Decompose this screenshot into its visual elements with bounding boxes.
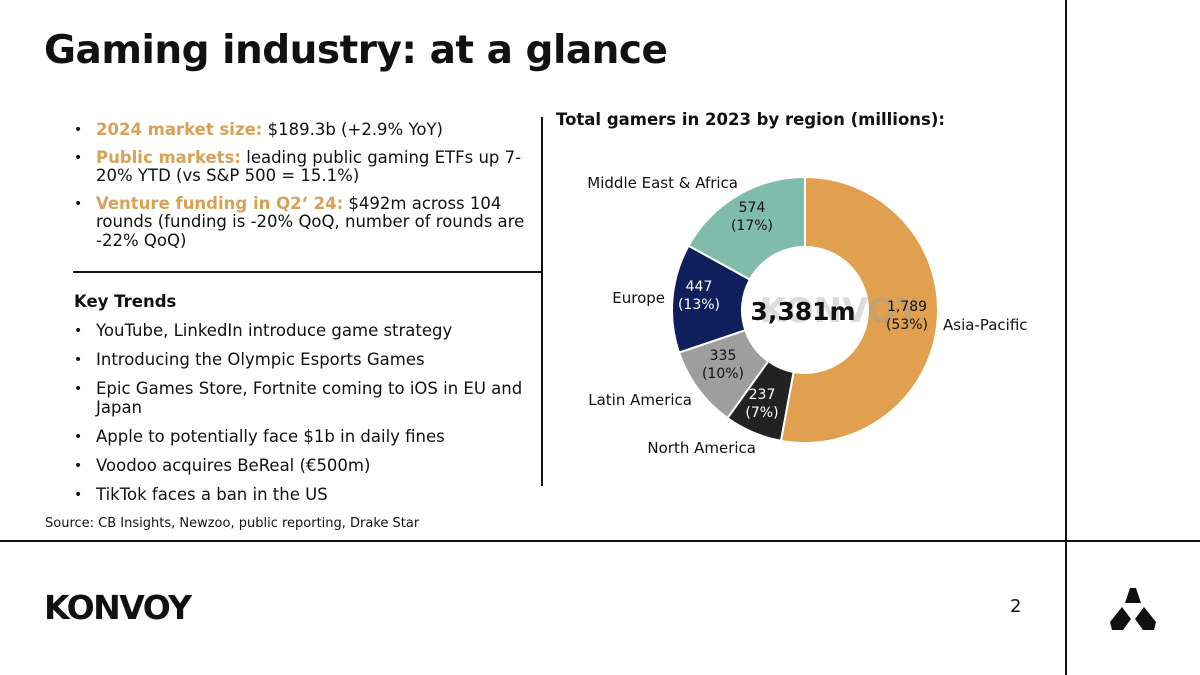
trend-item: Voodoo acquires BeReal (€500m) [74, 456, 536, 476]
slice-value-label: 1,789 (53%) [886, 299, 928, 333]
trend-item: Apple to potentially face $1b in daily f… [74, 427, 536, 447]
highlight-item: Public markets: leading public gaming ET… [74, 147, 536, 186]
highlight-text: leading public gaming ETFs up 7-20% YTD … [96, 147, 522, 185]
slice-region-label: Latin America [588, 391, 692, 409]
konvoy-tri-mark-icon [1110, 588, 1156, 630]
section-divider-line [73, 271, 542, 273]
footer-divider-line [0, 540, 1200, 542]
trend-item: YouTube, LinkedIn introduce game strateg… [74, 321, 536, 341]
slice-region-label: Europe [612, 289, 665, 307]
slice-value-label: 237 (7%) [745, 387, 778, 421]
right-divider-line [1065, 0, 1067, 675]
slice-region-label: North America [647, 439, 756, 457]
highlight-label: Venture funding in Q2‘ 24: [96, 193, 344, 213]
donut-slice-asia-pacific [779, 175, 939, 444]
slice-value-label: 447 (13%) [678, 279, 720, 313]
slice-region-label: Asia-Pacific [943, 316, 1028, 334]
chart-watermark: KONVOY [760, 291, 921, 331]
slide-title: Gaming industry: at a glance [44, 28, 668, 73]
highlight-item: Venture funding in Q2‘ 24: $492m across … [74, 193, 536, 251]
highlight-text: $492m across 104 rounds (funding is -20%… [96, 193, 525, 250]
konvoy-logo: KONVOY [44, 588, 192, 627]
page-number: 2 [1010, 596, 1022, 617]
donut-slice-middle-east-and-africa [687, 175, 806, 281]
key-trends-heading: Key Trends [74, 292, 177, 311]
column-divider-line [541, 117, 543, 486]
trend-item: Introducing the Olympic Esports Games [74, 350, 536, 370]
slice-region-label: Middle East & Africa [587, 174, 738, 192]
key-trends-list: YouTube, LinkedIn introduce game strateg… [74, 321, 536, 515]
slice-value-label: 335 (10%) [702, 348, 744, 382]
chart-total-label: 3,381m [750, 297, 855, 326]
highlight-text: $189.3b (+2.9% YoY) [262, 120, 443, 139]
slice-value-label: 574 (17%) [731, 200, 773, 234]
highlights-list: 2024 market size: $189.3b (+2.9% YoY) Pu… [74, 120, 536, 259]
trend-item: Epic Games Store, Fortnite coming to iOS… [74, 379, 536, 417]
highlight-label: 2024 market size: [96, 120, 263, 139]
source-note: Source: CB Insights, Newzoo, public repo… [45, 516, 420, 531]
chart-title: Total gamers in 2023 by region (millions… [556, 110, 945, 129]
highlight-item: 2024 market size: $189.3b (+2.9% YoY) [74, 120, 536, 140]
trend-item: TikTok faces a ban in the US [74, 485, 536, 505]
highlight-label: Public markets: [96, 147, 241, 167]
